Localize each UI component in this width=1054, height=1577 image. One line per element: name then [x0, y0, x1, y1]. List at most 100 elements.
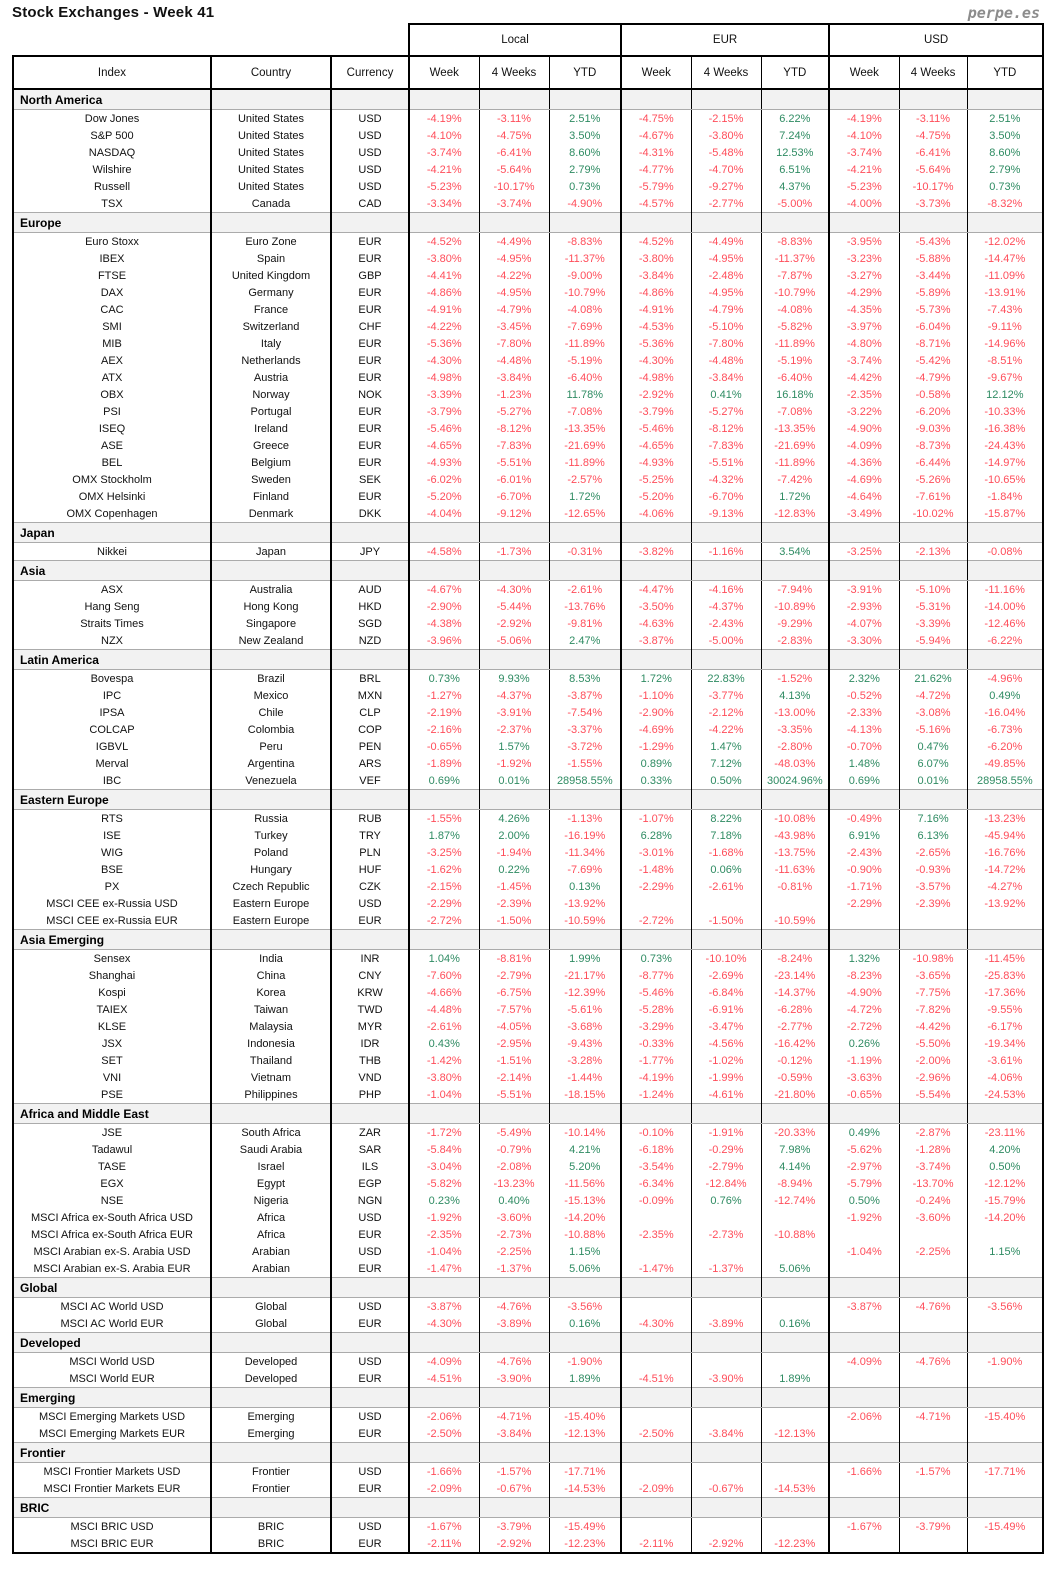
value-cell: -4.51%	[408, 1370, 480, 1388]
value-cell: -7.80%	[478, 335, 550, 352]
value-cell: -11.16%	[966, 580, 1045, 598]
value-cell: -14.00%	[966, 598, 1045, 615]
value-cell: 0.89%	[620, 755, 692, 772]
table-row: SET Thailand THB -1.42% -1.51% -3.28% -1.77% -1…	[12, 1052, 1045, 1069]
currency-cell: AUD	[329, 580, 410, 598]
value-cell: -2.15%	[690, 109, 762, 127]
column-header-week: Week	[408, 55, 480, 90]
country-cell: Poland	[210, 844, 331, 861]
section-filler-cell	[898, 1332, 968, 1353]
country-cell: Australia	[210, 580, 331, 598]
value-cell: -16.42%	[760, 1035, 830, 1052]
section-filler-cell	[478, 1442, 550, 1463]
country-cell: China	[210, 967, 331, 984]
section-filler-cell	[548, 649, 622, 670]
section-filler-cell	[966, 789, 1045, 810]
value-cell: -17.71%	[548, 1462, 622, 1480]
value-cell: -18.15%	[548, 1086, 622, 1104]
index-cell: TAIEX	[12, 1001, 211, 1018]
value-cell: -2.87%	[898, 1123, 968, 1141]
value-cell: -10.79%	[760, 284, 830, 301]
table-row: RTS Russia RUB -1.55% 4.26% -1.13% -1.07% 8.22%…	[12, 809, 1045, 827]
value-cell: -3.44%	[898, 267, 968, 284]
value-cell: -4.75%	[898, 127, 968, 144]
country-cell: Norway	[210, 386, 331, 403]
value-cell: 6.13%	[898, 827, 968, 844]
section-filler-cell	[760, 1103, 830, 1124]
country-cell: Singapore	[210, 615, 331, 632]
value-cell: -11.37%	[548, 250, 622, 267]
value-cell: -4.08%	[760, 301, 830, 318]
value-cell: -10.79%	[548, 284, 622, 301]
section-header-row: North America	[12, 88, 1045, 110]
section-filler-cell	[898, 789, 968, 810]
table-row: Dow Jones United States USD -4.19% -3.11% 2.5…	[12, 109, 1045, 127]
value-cell	[898, 1315, 968, 1333]
value-cell: 1.72%	[620, 669, 692, 687]
index-cell: BEL	[12, 454, 211, 471]
value-cell: 6.91%	[828, 827, 900, 844]
value-cell: -4.95%	[690, 250, 762, 267]
value-cell: 7.18%	[690, 827, 762, 844]
section-filler-cell	[408, 212, 480, 233]
country-cell: Sweden	[210, 471, 331, 488]
section-filler-cell	[898, 522, 968, 543]
currency-cell: COP	[329, 721, 410, 738]
value-cell: -1.04%	[408, 1086, 480, 1104]
value-cell	[760, 1297, 830, 1315]
value-cell: -3.74%	[828, 144, 900, 161]
value-cell: -3.08%	[898, 704, 968, 721]
value-cell	[828, 1425, 900, 1443]
value-cell: -4.22%	[408, 318, 480, 335]
value-cell: -4.65%	[408, 437, 480, 454]
section-filler-cell	[329, 1442, 410, 1463]
table-row: KLSE Malaysia MYR -2.61% -4.05% -3.68% -3.29% -…	[12, 1018, 1045, 1035]
value-cell: -2.65%	[898, 844, 968, 861]
section-filler-cell	[210, 1387, 331, 1408]
value-cell: -3.60%	[478, 1209, 550, 1226]
value-cell: 0.47%	[898, 738, 968, 755]
value-cell: 11.78%	[548, 386, 622, 403]
table-row: OMX Copenhagen Denmark DKK -4.04% -9.12% -12.…	[12, 505, 1045, 523]
value-cell: -2.72%	[408, 912, 480, 930]
section-filler-cell	[898, 1103, 968, 1124]
section-filler-cell	[760, 1442, 830, 1463]
value-cell: -7.54%	[548, 704, 622, 721]
table-row: MSCI Arabian ex-S. Arabia EUR Arabian EUR -…	[12, 1260, 1045, 1278]
value-cell: -7.69%	[548, 318, 622, 335]
index-cell: MSCI Frontier Markets USD	[12, 1462, 211, 1480]
value-cell: -1.50%	[690, 912, 762, 930]
value-cell: -1.77%	[620, 1052, 692, 1069]
index-cell: CAC	[12, 301, 211, 318]
section-filler-cell	[966, 1442, 1045, 1463]
value-cell: 0.16%	[760, 1315, 830, 1333]
value-cell: -4.79%	[690, 301, 762, 318]
value-cell: -1.27%	[408, 687, 480, 704]
stock-exchanges-table: Local EUR USD Index Country Currency Wee…	[12, 23, 1045, 1554]
value-cell: -11.09%	[966, 267, 1045, 284]
index-cell: MSCI Frontier Markets EUR	[12, 1480, 211, 1498]
value-cell: -14.53%	[548, 1480, 622, 1498]
value-cell	[966, 1535, 1045, 1554]
value-cell: -4.04%	[408, 505, 480, 523]
country-cell: Thailand	[210, 1052, 331, 1069]
index-cell: ASE	[12, 437, 211, 454]
value-cell	[760, 1517, 830, 1535]
value-cell: -4.08%	[548, 301, 622, 318]
table-row: OMX Stockholm Sweden SEK -6.02% -6.01% -2.57%…	[12, 471, 1045, 488]
section-filler-cell	[760, 88, 830, 110]
value-cell: -45.94%	[966, 827, 1045, 844]
currency-cell: EUR	[329, 912, 410, 930]
value-cell: -4.19%	[620, 1069, 692, 1086]
value-cell	[620, 1517, 692, 1535]
value-cell: -3.84%	[690, 1425, 762, 1443]
value-cell: -1.47%	[408, 1260, 480, 1278]
value-cell: -1.57%	[478, 1462, 550, 1480]
column-header-4weeks: 4 Weeks	[478, 55, 550, 90]
section-filler-cell	[690, 560, 762, 581]
section-filler-cell	[478, 649, 550, 670]
value-cell: -12.39%	[548, 984, 622, 1001]
value-cell: -5.94%	[898, 632, 968, 650]
value-cell: -12.23%	[760, 1535, 830, 1554]
value-cell: -1.13%	[548, 809, 622, 827]
